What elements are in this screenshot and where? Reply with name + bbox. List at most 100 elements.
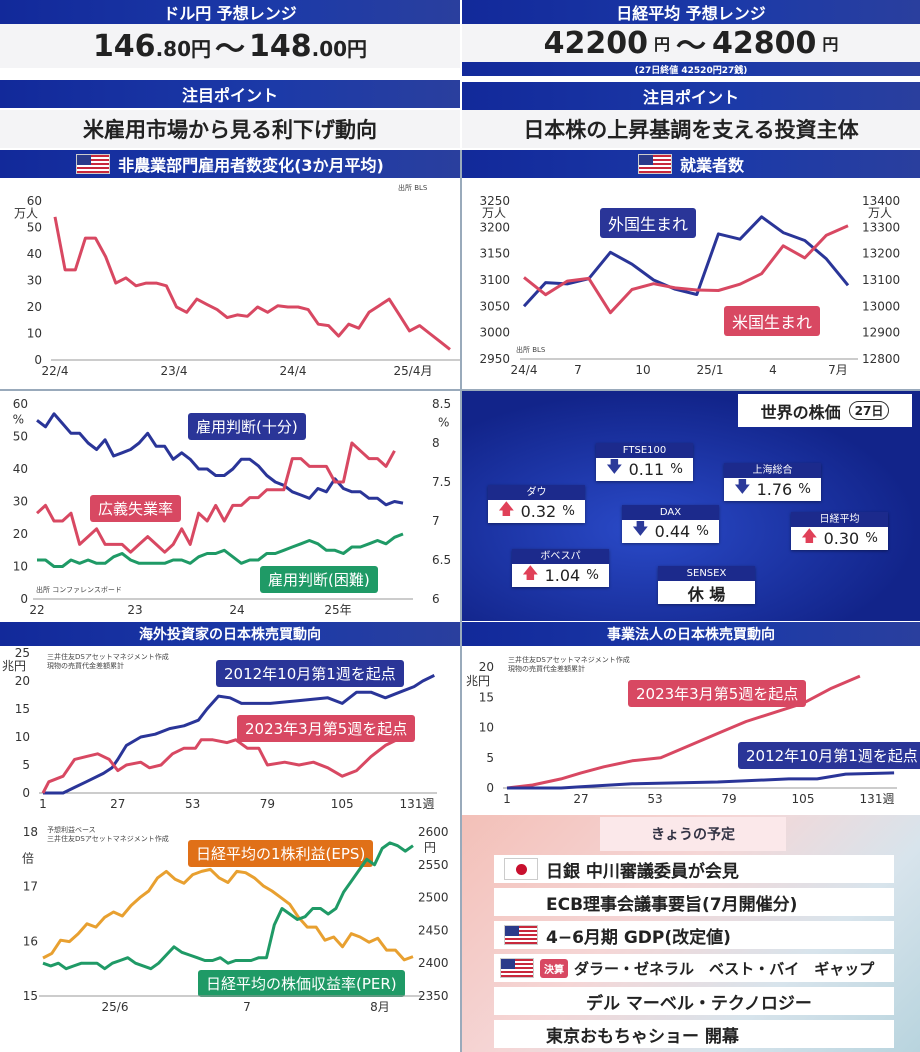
- nikkei-title: 日経平均 予想レンジ: [462, 0, 920, 24]
- y-tick-label: 3100: [479, 273, 510, 287]
- x-tick-label: 1: [503, 792, 511, 806]
- series-line-c5: [507, 771, 895, 790]
- x-tick-label: 105: [792, 792, 815, 806]
- y2-tick-label: 13200: [862, 247, 900, 261]
- x-tick-label: 24: [229, 603, 244, 617]
- chart-title-corporations: 事業法人の日本株売買動向: [462, 622, 920, 646]
- range-sep: ～: [676, 29, 706, 64]
- y-tick-label: 20: [27, 300, 42, 314]
- y-tick-label: 3200: [479, 220, 510, 234]
- range-sep: ～: [215, 32, 245, 67]
- y-tick-label: 10: [479, 721, 494, 735]
- y-tick-label: 50: [13, 430, 28, 444]
- nikkei-high: 42800: [712, 25, 817, 61]
- x-tick-label: 24/4: [511, 363, 538, 377]
- y-tick-label: 0: [20, 592, 28, 606]
- x-tick-label: 7: [243, 1000, 251, 1014]
- stock-sensex: SENSEX 休 場: [658, 566, 755, 604]
- y2-tick-label: 2450: [418, 923, 449, 937]
- x-tick-label: 131週: [860, 792, 895, 806]
- usdjpy-low: 146.80円: [92, 28, 211, 64]
- schedule-item: 日銀 中川審議委員が会見: [494, 855, 894, 883]
- focus-text-left: 米雇用市場から見る利下げ動向: [0, 110, 460, 148]
- y-tick-label: 17: [23, 880, 38, 894]
- stock-nikkei: 日経平均 🡅 0.30%: [791, 512, 888, 550]
- y2-tick-label: 6: [432, 592, 440, 606]
- y2-tick-label: 13100: [862, 273, 900, 287]
- arrow-up-icon: 🡅: [522, 563, 539, 582]
- x-tick-label: 53: [185, 797, 200, 811]
- label-u6: 広義失業率: [90, 495, 182, 522]
- y-tick-label: 0: [22, 786, 30, 800]
- x-tick-label: 7: [574, 363, 582, 377]
- y-tick-label: 10: [27, 327, 42, 341]
- label-jobs-hard: 雇用判断(困難): [260, 566, 378, 593]
- label-2023-corp: 2023年3月第5週を起点: [628, 680, 807, 707]
- label-jobs-plentiful: 雇用判断(十分): [188, 413, 306, 440]
- arrow-down-icon: 🡇: [734, 477, 751, 496]
- unit: 円: [653, 35, 670, 54]
- chart-title-nfp: 非農業部門雇用者数変化(3か月平均): [0, 150, 460, 178]
- x-tick-label: 10: [635, 363, 650, 377]
- y2-tick-label: 12900: [862, 326, 900, 340]
- y2-tick-label: 2500: [418, 891, 449, 905]
- series-line-c1: [53, 216, 451, 351]
- y-tick-label: 60: [13, 397, 28, 411]
- x-tick-label: 25/4月: [394, 364, 433, 378]
- nikkei-low: 42200: [543, 25, 648, 61]
- jp-flag-icon: [504, 858, 538, 880]
- label-us-born: 米国生まれ: [724, 306, 821, 336]
- us-flag-icon: [504, 925, 538, 945]
- world-stocks-title: 世界の株価 27日: [738, 394, 912, 427]
- y2-unit: 円: [424, 840, 436, 854]
- nikkei-close-note: (27日終値 42520円27銭): [462, 62, 920, 76]
- world-stocks-panel: 世界の株価 27日 ダウ 🡅 0.32% FTSE100 🡇 0.11% DAX 🡇 0.44…: [462, 391, 920, 621]
- schedule-item: 4−6月期 GDP(改定値): [494, 921, 894, 949]
- x-tick-label: 22/4: [42, 364, 69, 378]
- y-unit: 万人: [482, 206, 506, 220]
- y-tick-label: 15: [479, 690, 494, 704]
- x-tick-label: 27: [110, 797, 125, 811]
- y-tick-label: 30: [13, 495, 28, 509]
- x-tick-label: 131週: [400, 797, 435, 811]
- y-tick-label: 16: [23, 934, 38, 948]
- usdjpy-title: ドル円 予想レンジ: [0, 0, 460, 24]
- y2-tick-label: 12800: [862, 352, 900, 366]
- y2-tick-label: 7: [432, 514, 440, 528]
- x-tick-label: 24/4: [280, 364, 307, 378]
- stock-bovespa: ボベスパ 🡅 1.04%: [512, 549, 609, 587]
- label-foreign-born: 外国生まれ: [600, 208, 697, 238]
- note-foreign: 三井住友DSアセットマネジメント作成 現物の売買代金差額累計: [47, 653, 169, 670]
- y-tick-label: 10: [13, 560, 28, 574]
- x-tick-label: 53: [647, 792, 662, 806]
- x-tick-label: 1: [39, 797, 47, 811]
- source-conference-board: 出所 コンファレンスボード: [36, 586, 122, 594]
- x-tick-label: 8月: [370, 1000, 390, 1014]
- label-2012-foreign: 2012年10月第1週を起点: [216, 660, 404, 687]
- y-tick-label: 40: [13, 462, 28, 476]
- source-employment: 出所 BLS: [516, 346, 546, 354]
- y-tick-label: 3150: [479, 247, 510, 261]
- x-tick-label: 79: [260, 797, 275, 811]
- y-tick-label: 0: [34, 353, 42, 367]
- y-tick-label: 3000: [479, 326, 510, 340]
- y2-tick-label: 8.5: [432, 397, 451, 411]
- y2-tick-label: 13000: [862, 299, 900, 313]
- x-tick-label: 25年: [324, 603, 351, 617]
- y-tick-label: 3250: [479, 194, 510, 208]
- x-tick-label: 4: [769, 363, 777, 377]
- x-tick-label: 23/4: [161, 364, 188, 378]
- y-tick-label: 50: [27, 221, 42, 235]
- y-tick-label: 2950: [479, 352, 510, 366]
- x-tick-label: 79: [721, 792, 736, 806]
- y2-tick-label: 2400: [418, 956, 449, 970]
- y2-tick-label: 2550: [418, 858, 449, 872]
- y-tick-label: 10: [15, 730, 30, 744]
- us-flag-icon: [76, 154, 111, 174]
- y2-unit: %: [438, 416, 449, 430]
- x-tick-label: 23: [127, 603, 142, 617]
- earnings-badge: 決算: [540, 958, 568, 978]
- stock-dow: ダウ 🡅 0.32%: [488, 485, 585, 523]
- x-tick-label: 7月: [828, 363, 848, 377]
- y-unit: 倍: [22, 850, 34, 865]
